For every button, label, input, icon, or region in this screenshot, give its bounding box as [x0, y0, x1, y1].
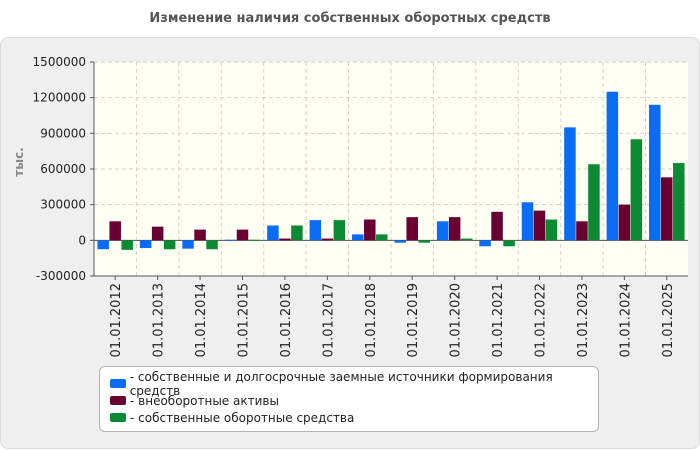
bar-series-1[interactable]: [606, 91, 619, 241]
legend-item[interactable]: - собственные и долгосрочные заемные ист…: [110, 370, 598, 398]
bar-series-2[interactable]: [448, 217, 461, 241]
legend-swatch: [110, 379, 126, 388]
bar-series-2[interactable]: [279, 238, 291, 241]
legend-item[interactable]: - внеоборотные активы: [110, 392, 598, 409]
bar-series-2[interactable]: [618, 204, 631, 241]
bar-series-2[interactable]: [151, 226, 164, 241]
legend-label: - собственные и долгосрочные заемные ист…: [129, 369, 553, 398]
bar-series-3[interactable]: [418, 240, 430, 243]
bar-series-2[interactable]: [364, 219, 376, 241]
bar-series-3[interactable]: [291, 225, 303, 241]
bar-series-3[interactable]: [333, 220, 346, 241]
bar-series-1[interactable]: [436, 221, 449, 241]
bar-series-3[interactable]: [545, 219, 558, 241]
bar-series-1[interactable]: [649, 104, 661, 241]
bar-series-1[interactable]: [267, 225, 279, 241]
bar-series-1[interactable]: [394, 240, 406, 243]
x-tick-label: 01.01.2015: [237, 283, 252, 357]
y-tick-label: 900000: [40, 126, 86, 140]
x-tick-label: 01.01.2021: [491, 283, 506, 357]
x-tick-label: 01.01.2020: [449, 283, 464, 357]
x-tick-label: 01.01.2022: [534, 283, 549, 357]
bar-series-1[interactable]: [352, 234, 364, 241]
y-tick-label: 600000: [40, 162, 86, 176]
bar-series-3[interactable]: [673, 163, 685, 241]
bar-series-2[interactable]: [533, 210, 546, 241]
bar-series-2[interactable]: [194, 229, 206, 241]
x-tick-label: 01.01.2017: [321, 283, 336, 357]
x-tick-label: 01.01.2023: [576, 283, 591, 357]
y-tick-label: -300000: [36, 269, 86, 283]
bar-series-1[interactable]: [309, 220, 322, 241]
bar-series-2[interactable]: [576, 221, 588, 241]
bar-series-2[interactable]: [406, 217, 418, 241]
y-tick-label: 300000: [40, 198, 86, 212]
legend-item[interactable]: - собственные оборотные средства: [110, 409, 598, 426]
bar-series-2[interactable]: [661, 177, 673, 241]
bar-series-3[interactable]: [630, 139, 643, 241]
bar-series-2[interactable]: [321, 238, 334, 241]
x-tick-label: 01.01.2024: [618, 283, 633, 357]
bar-series-3[interactable]: [588, 164, 600, 241]
x-tick-label: 01.01.2025: [661, 283, 676, 357]
bar-series-1[interactable]: [97, 240, 109, 250]
legend: - собственные и долгосрочные заемные ист…: [99, 366, 599, 432]
legend-swatch: [110, 396, 126, 405]
y-tick-label: 0: [78, 233, 86, 247]
x-tick-label: 01.01.2016: [279, 283, 294, 357]
bar-series-3[interactable]: [503, 240, 515, 247]
bar-series-3[interactable]: [248, 239, 261, 241]
y-tick-label: 1500000: [33, 55, 86, 69]
x-tick-label: 01.01.2019: [406, 283, 421, 357]
bar-series-3[interactable]: [376, 234, 388, 241]
x-tick-label: 01.01.2012: [109, 283, 124, 357]
bar-series-3[interactable]: [206, 240, 218, 250]
x-tick-label: 01.01.2018: [364, 283, 379, 357]
chart-title: Изменение наличия собственных оборотных …: [149, 11, 551, 26]
x-tick-label: 01.01.2014: [194, 283, 209, 357]
y-tick-label: 1200000: [33, 91, 86, 105]
bar-series-2[interactable]: [109, 221, 121, 241]
bar-series-3[interactable]: [460, 238, 473, 241]
bar-series-2[interactable]: [236, 229, 249, 241]
bar-series-3[interactable]: [163, 240, 176, 250]
bar-series-1[interactable]: [224, 239, 237, 241]
x-tick-label: 01.01.2013: [152, 283, 167, 357]
bar-series-1[interactable]: [139, 240, 152, 249]
bar-series-1[interactable]: [182, 240, 194, 249]
bar-series-1[interactable]: [521, 202, 534, 241]
bar-series-1[interactable]: [479, 240, 491, 247]
legend-swatch: [110, 413, 126, 422]
legend-label: - собственные оборотные средства: [130, 410, 355, 425]
bar-series-2[interactable]: [491, 211, 503, 241]
y-axis-label: тыс.: [12, 147, 26, 176]
legend-label: - внеоборотные активы: [130, 393, 279, 408]
bar-series-3[interactable]: [121, 240, 133, 250]
bar-series-1[interactable]: [564, 127, 576, 241]
